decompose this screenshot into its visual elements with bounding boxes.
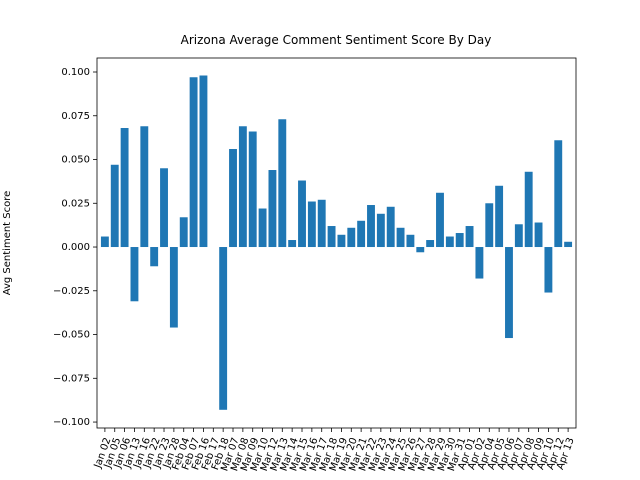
bar bbox=[337, 234, 346, 248]
bar bbox=[179, 217, 188, 248]
bar bbox=[120, 128, 129, 248]
bar bbox=[150, 247, 159, 267]
bar bbox=[199, 75, 208, 248]
plot-frame bbox=[96, 57, 577, 429]
chart-title: Arizona Average Comment Sentiment Score … bbox=[181, 33, 492, 47]
bar bbox=[307, 201, 316, 248]
bar bbox=[288, 240, 297, 248]
bar bbox=[278, 119, 287, 248]
y-tick-label: 0.025 bbox=[61, 198, 90, 209]
bar bbox=[140, 126, 149, 248]
bar bbox=[160, 168, 168, 248]
y-tick-label: −0.075 bbox=[53, 373, 90, 384]
bar bbox=[534, 222, 543, 248]
bar bbox=[505, 247, 513, 339]
bar bbox=[524, 171, 533, 248]
bar bbox=[426, 240, 435, 248]
bar bbox=[376, 213, 385, 248]
bar bbox=[248, 131, 257, 248]
bar bbox=[564, 241, 573, 248]
y-tick-label: 0.100 bbox=[61, 67, 90, 78]
bar bbox=[544, 247, 553, 293]
bar bbox=[406, 234, 415, 248]
y-tick-label: 0.000 bbox=[61, 242, 90, 253]
bar bbox=[514, 224, 523, 248]
bar bbox=[327, 226, 336, 248]
y-tick-label: −0.100 bbox=[53, 417, 90, 428]
bar bbox=[554, 140, 563, 248]
bar bbox=[367, 205, 375, 248]
bar bbox=[268, 170, 277, 248]
y-axis-label: Avg Sentiment Score bbox=[2, 191, 13, 296]
bar bbox=[229, 149, 237, 248]
bar bbox=[485, 203, 494, 248]
bar bbox=[317, 199, 326, 248]
bar bbox=[475, 247, 484, 279]
bar bbox=[416, 247, 425, 253]
bar bbox=[445, 236, 454, 248]
bar bbox=[357, 220, 366, 248]
bar bbox=[238, 126, 247, 248]
bar bbox=[455, 233, 464, 248]
bar bbox=[219, 247, 228, 410]
bar bbox=[386, 206, 395, 248]
y-tick-label: −0.025 bbox=[53, 286, 90, 297]
bar bbox=[110, 164, 119, 248]
bar bbox=[189, 77, 198, 248]
bar bbox=[495, 185, 504, 248]
bar bbox=[169, 247, 178, 328]
bar bbox=[258, 208, 267, 248]
y-tick-label: 0.050 bbox=[61, 155, 90, 166]
bar bbox=[100, 236, 109, 248]
bar bbox=[436, 192, 444, 248]
y-tick-label: −0.050 bbox=[53, 330, 90, 341]
bar bbox=[347, 227, 356, 248]
y-tick-label: 0.075 bbox=[61, 111, 90, 122]
bar bbox=[130, 247, 139, 302]
bar bbox=[465, 226, 474, 248]
bar bbox=[298, 180, 306, 248]
bar bbox=[396, 227, 405, 248]
